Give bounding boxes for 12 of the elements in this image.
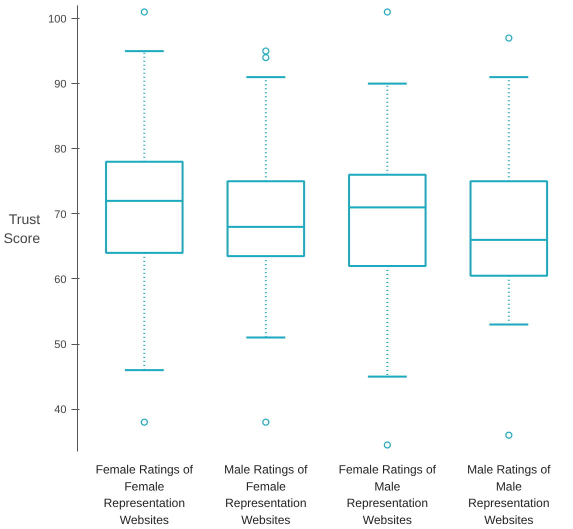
y-tick-label: 50 (54, 339, 67, 352)
x-tick-label: Female Ratings of Male Representation Websites (338, 462, 437, 527)
y-tick-label: 100 (48, 14, 67, 26)
y-axis-title: Trust Score (4, 210, 40, 246)
y-tick-label: 40 (54, 404, 67, 416)
y-tick-label: 70 (54, 208, 67, 221)
x-tick-label: Male Ratings of Female Representation Websites (224, 462, 308, 527)
y-tick-label: 80 (54, 144, 67, 156)
x-tick-label: Male Ratings of Male Representation Websites (467, 462, 552, 527)
y-tick-label: 90 (54, 78, 67, 91)
y-tick-label: 60 (54, 274, 67, 286)
x-tick-label: Female Ratings of Female Representation Websites (96, 462, 194, 527)
